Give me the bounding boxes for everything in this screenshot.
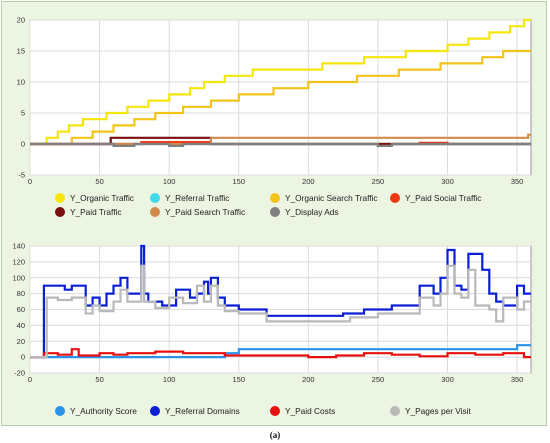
legend-color-marker — [390, 193, 400, 203]
top-legend-item[interactable]: Y_Paid Search Traffic — [150, 207, 245, 217]
bottom-series-line-3 — [30, 264, 531, 359]
y-tick-label: 80 — [17, 289, 25, 298]
y-tick-label: 140 — [12, 242, 25, 251]
x-tick-label: 100 — [163, 177, 176, 186]
bottom-series-line-2 — [30, 348, 531, 359]
legend-label: Y_Referral Domains — [165, 406, 240, 416]
y-tick-label: 120 — [12, 257, 25, 266]
top-series-line-2 — [30, 49, 531, 146]
y-tick-label: 40 — [17, 321, 25, 330]
y-tick-label: -5 — [18, 171, 25, 180]
top-legend-item[interactable]: Y_Organic Traffic — [55, 193, 134, 203]
y-tick-label: 15 — [17, 47, 25, 56]
top-legend-item[interactable]: Y_Organic Search Traffic — [270, 193, 378, 203]
legend-color-marker — [150, 406, 160, 416]
top-series-line-5 — [30, 133, 531, 146]
x-tick-label: 50 — [95, 375, 103, 384]
y-tick-label: 100 — [12, 273, 25, 282]
bottom-legend-item[interactable]: Y_Referral Domains — [150, 406, 240, 416]
legend-color-marker — [270, 207, 280, 217]
legend-color-marker — [270, 406, 280, 416]
legend-label: Y_Paid Social Traffic — [405, 193, 482, 203]
legend-color-marker — [55, 193, 65, 203]
legend-color-marker — [150, 207, 160, 217]
bottom-legend-item[interactable]: Y_Authority Score — [55, 406, 137, 416]
y-tick-label: 0 — [21, 353, 25, 362]
y-tick-label: 5 — [21, 109, 25, 118]
x-tick-label: 150 — [232, 177, 245, 186]
top-series-line-0 — [30, 18, 531, 146]
x-tick-label: 50 — [95, 177, 103, 186]
legend-label: Y_Referral Traffic — [165, 193, 230, 203]
x-tick-label: 300 — [441, 375, 454, 384]
bottom-legend-item[interactable]: Y_Pages per Visit — [390, 406, 471, 416]
legend-color-marker — [55, 406, 65, 416]
x-tick-label: 100 — [163, 375, 176, 384]
legend-label: Y_Display Ads — [285, 207, 339, 217]
top-legend-item[interactable]: Y_Display Ads — [270, 207, 339, 217]
top-series-line-6 — [30, 142, 531, 147]
legend-color-marker — [150, 193, 160, 203]
top-legend-item[interactable]: Y_Paid Traffic — [55, 207, 122, 217]
y-tick-label: 20 — [17, 337, 25, 346]
y-tick-label: 20 — [17, 16, 25, 25]
legend-label: Y_Organic Search Traffic — [285, 193, 378, 203]
top-legend-item[interactable]: Y_Referral Traffic — [150, 193, 229, 203]
x-tick-label: 250 — [372, 177, 385, 186]
legend-color-marker — [390, 406, 400, 416]
legend-color-marker — [270, 193, 280, 203]
x-tick-label: 350 — [511, 375, 524, 384]
bottom-legend-item[interactable]: Y_Paid Costs — [270, 406, 335, 416]
legend-label: Y_Authority Score — [70, 406, 137, 416]
legend-label: Y_Organic Traffic — [70, 193, 134, 203]
x-tick-label: 350 — [511, 177, 524, 186]
x-tick-label: 250 — [372, 375, 385, 384]
plot-area — [29, 19, 532, 176]
y-tick-label: -20 — [14, 369, 25, 378]
legend-color-marker — [55, 207, 65, 217]
x-tick-label: 200 — [302, 375, 315, 384]
y-tick-label: 60 — [17, 305, 25, 314]
legend-label: Y_Paid Search Traffic — [165, 207, 246, 217]
chart-bottom: 0 50 100 150 200 250 300 350-200204060801001201… — [12, 242, 532, 384]
legend-label: Y_Pages per Visit — [405, 406, 471, 416]
legend-label: Y_Paid Traffic — [70, 207, 122, 217]
x-tick-label: 150 — [232, 375, 245, 384]
y-tick-label: 10 — [17, 78, 25, 87]
legend-label: Y_Paid Costs — [285, 406, 336, 416]
figure-caption: (a) — [269, 430, 281, 440]
x-tick-label: 0 — [28, 375, 32, 384]
y-tick-label: 0 — [21, 140, 25, 149]
x-tick-label: 200 — [302, 177, 315, 186]
x-tick-label: 300 — [441, 177, 454, 186]
top-legend-item[interactable]: Y_Paid Social Traffic — [390, 193, 481, 203]
x-tick-label: 0 — [28, 177, 32, 186]
